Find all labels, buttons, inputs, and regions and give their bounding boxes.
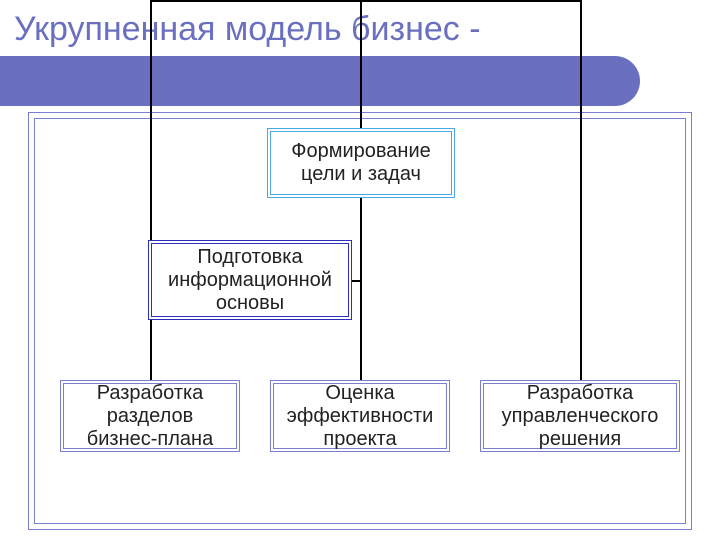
connector bbox=[352, 280, 362, 282]
slide-title: Укрупненная модель бизнес - планирования bbox=[14, 10, 654, 88]
connector bbox=[360, 198, 362, 380]
node-eval: Оценка эффективности проекта bbox=[270, 380, 450, 452]
node-sections: Разработка разделов бизнес-плана bbox=[60, 380, 240, 452]
connector bbox=[150, 0, 582, 2]
node-info: Подготовка информационной основы bbox=[148, 240, 352, 320]
slide-stage: { "title": { "text": "Укрупненная модель… bbox=[0, 0, 720, 540]
connector bbox=[580, 0, 582, 380]
connector bbox=[150, 0, 152, 380]
node-decision: Разработка управленческого решения bbox=[480, 380, 680, 452]
connector bbox=[360, 0, 362, 128]
node-goals: Формирование цели и задач bbox=[267, 128, 455, 198]
